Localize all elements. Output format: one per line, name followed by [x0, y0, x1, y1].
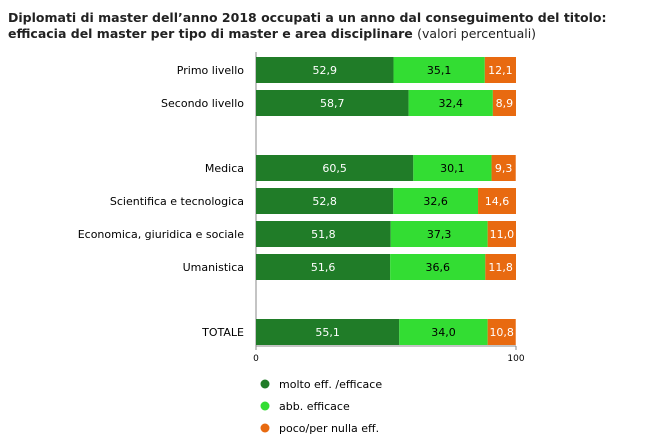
bar-segment — [413, 155, 492, 181]
chart-title: Diplomati di master dell’anno 2018 occup… — [8, 10, 648, 42]
bar-segment — [256, 188, 394, 214]
bar-segment — [390, 254, 486, 280]
chart-title-unit: (valori percentuali) — [417, 26, 537, 41]
data-label: 52,9 — [313, 64, 338, 77]
bar-segment — [390, 221, 488, 247]
data-label: 11,8 — [488, 261, 513, 274]
legend-label: abb. efficace — [279, 400, 350, 413]
x-tick-label: 100 — [507, 354, 524, 364]
x-tick-label: 0 — [253, 354, 259, 364]
data-label: 32,4 — [438, 97, 463, 110]
data-label: 32,6 — [423, 195, 448, 208]
bar-segment — [408, 90, 493, 116]
data-label: 37,3 — [427, 228, 452, 241]
legend-label: molto eff. /efficace — [279, 378, 382, 391]
data-label: 52,8 — [312, 195, 337, 208]
data-label: 58,7 — [320, 97, 345, 110]
bar-segment — [393, 57, 485, 83]
bar-segment — [485, 254, 516, 280]
data-label: 12,1 — [488, 64, 513, 77]
legend-label: poco/per nulla eff. — [279, 422, 379, 435]
data-label: 34,0 — [431, 326, 456, 339]
bar-segment — [393, 188, 479, 214]
legend-marker — [260, 423, 270, 433]
data-label: 11,0 — [490, 228, 515, 241]
data-label: 55,1 — [315, 326, 340, 339]
bar-segment — [399, 319, 488, 345]
data-label: 8,9 — [496, 97, 514, 110]
bar-segment — [487, 221, 516, 247]
category-label: Economica, giuridica e sociale — [78, 228, 245, 241]
data-label: 35,1 — [427, 64, 452, 77]
bar-segment — [256, 90, 409, 116]
data-label: 60,5 — [322, 162, 347, 175]
category-label: Primo livello — [177, 64, 244, 77]
bar-segment — [256, 155, 414, 181]
data-label: 30,1 — [440, 162, 465, 175]
data-label: 9,3 — [495, 162, 513, 175]
bar-segment — [256, 254, 391, 280]
bar-segment — [256, 221, 391, 247]
bar-segment — [256, 57, 394, 83]
category-label: Scientifica e tecnologica — [110, 195, 244, 208]
category-label: Medica — [205, 162, 244, 175]
bar-segment — [487, 319, 516, 345]
category-label: Secondo livello — [161, 97, 244, 110]
bar-segment — [491, 155, 516, 181]
data-label: 14,6 — [485, 195, 510, 208]
data-label: 51,8 — [311, 228, 336, 241]
legend-marker — [260, 401, 270, 411]
chart-title-main: Diplomati di master dell’anno 2018 occup… — [8, 10, 607, 41]
legend-marker — [260, 379, 270, 389]
data-label: 10,8 — [489, 326, 514, 339]
data-label: 51,6 — [311, 261, 336, 274]
bar-segment — [478, 188, 516, 214]
category-label: Umanistica — [183, 261, 244, 274]
bar-segment — [256, 319, 400, 345]
bar-segment — [484, 57, 516, 83]
category-label: TOTALE — [201, 326, 244, 339]
bar-segment — [492, 90, 516, 116]
data-label: 36,6 — [425, 261, 450, 274]
